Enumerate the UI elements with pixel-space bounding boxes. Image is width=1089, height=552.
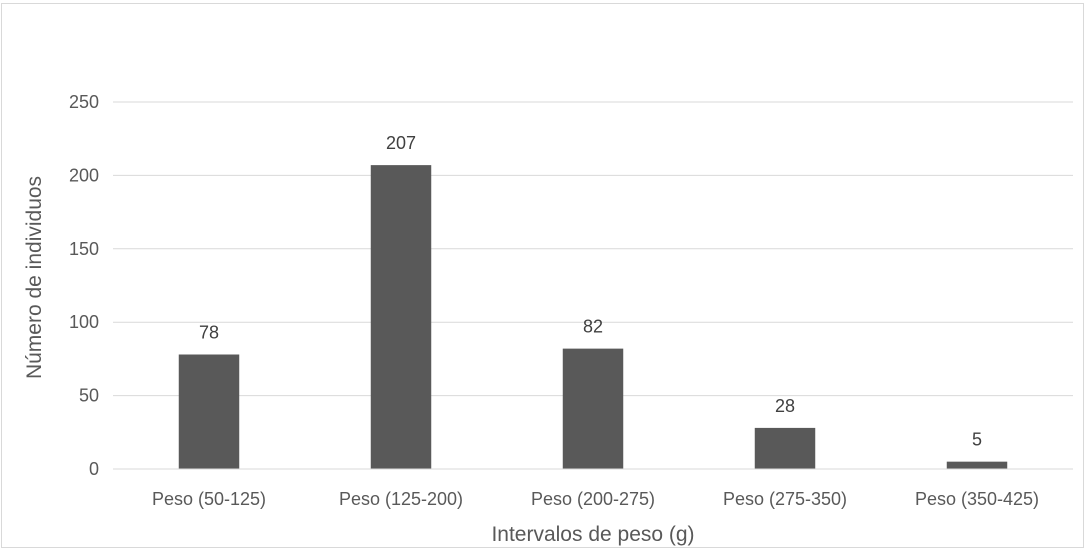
data-label: 207 <box>386 133 416 153</box>
x-category-label: Peso (275-350) <box>723 489 847 509</box>
data-label: 82 <box>583 317 603 337</box>
data-label: 78 <box>199 322 219 342</box>
y-tick-label: 100 <box>69 312 99 332</box>
data-labels: 78 207 82 28 5 <box>199 133 982 450</box>
y-tick-label: 0 <box>89 459 99 479</box>
x-axis-title: Intervalos de peso (g) <box>491 523 694 546</box>
bars <box>178 165 1008 469</box>
data-label: 28 <box>775 396 795 416</box>
x-category-label: Peso (50-125) <box>152 489 266 509</box>
y-axis-ticks: 0 50 100 150 200 250 <box>69 92 99 479</box>
bar <box>754 427 816 469</box>
gridlines <box>113 101 1073 397</box>
x-axis-categories: Peso (50-125) Peso (125-200) Peso (200-275… <box>152 489 1039 509</box>
bar <box>562 348 624 469</box>
y-axis-title: Número de individuos <box>23 176 46 379</box>
x-category-label: Peso (200-275) <box>531 489 655 509</box>
data-label: 5 <box>972 430 982 450</box>
y-tick-label: 200 <box>69 165 99 185</box>
y-tick-label: 250 <box>69 92 99 112</box>
bar <box>178 354 240 469</box>
y-tick-label: 150 <box>69 239 99 259</box>
y-tick-label: 50 <box>79 386 99 406</box>
bar <box>946 461 1008 469</box>
x-category-label: Peso (125-200) <box>339 489 463 509</box>
x-category-label: Peso (350-425) <box>915 489 1039 509</box>
bar <box>370 165 432 469</box>
